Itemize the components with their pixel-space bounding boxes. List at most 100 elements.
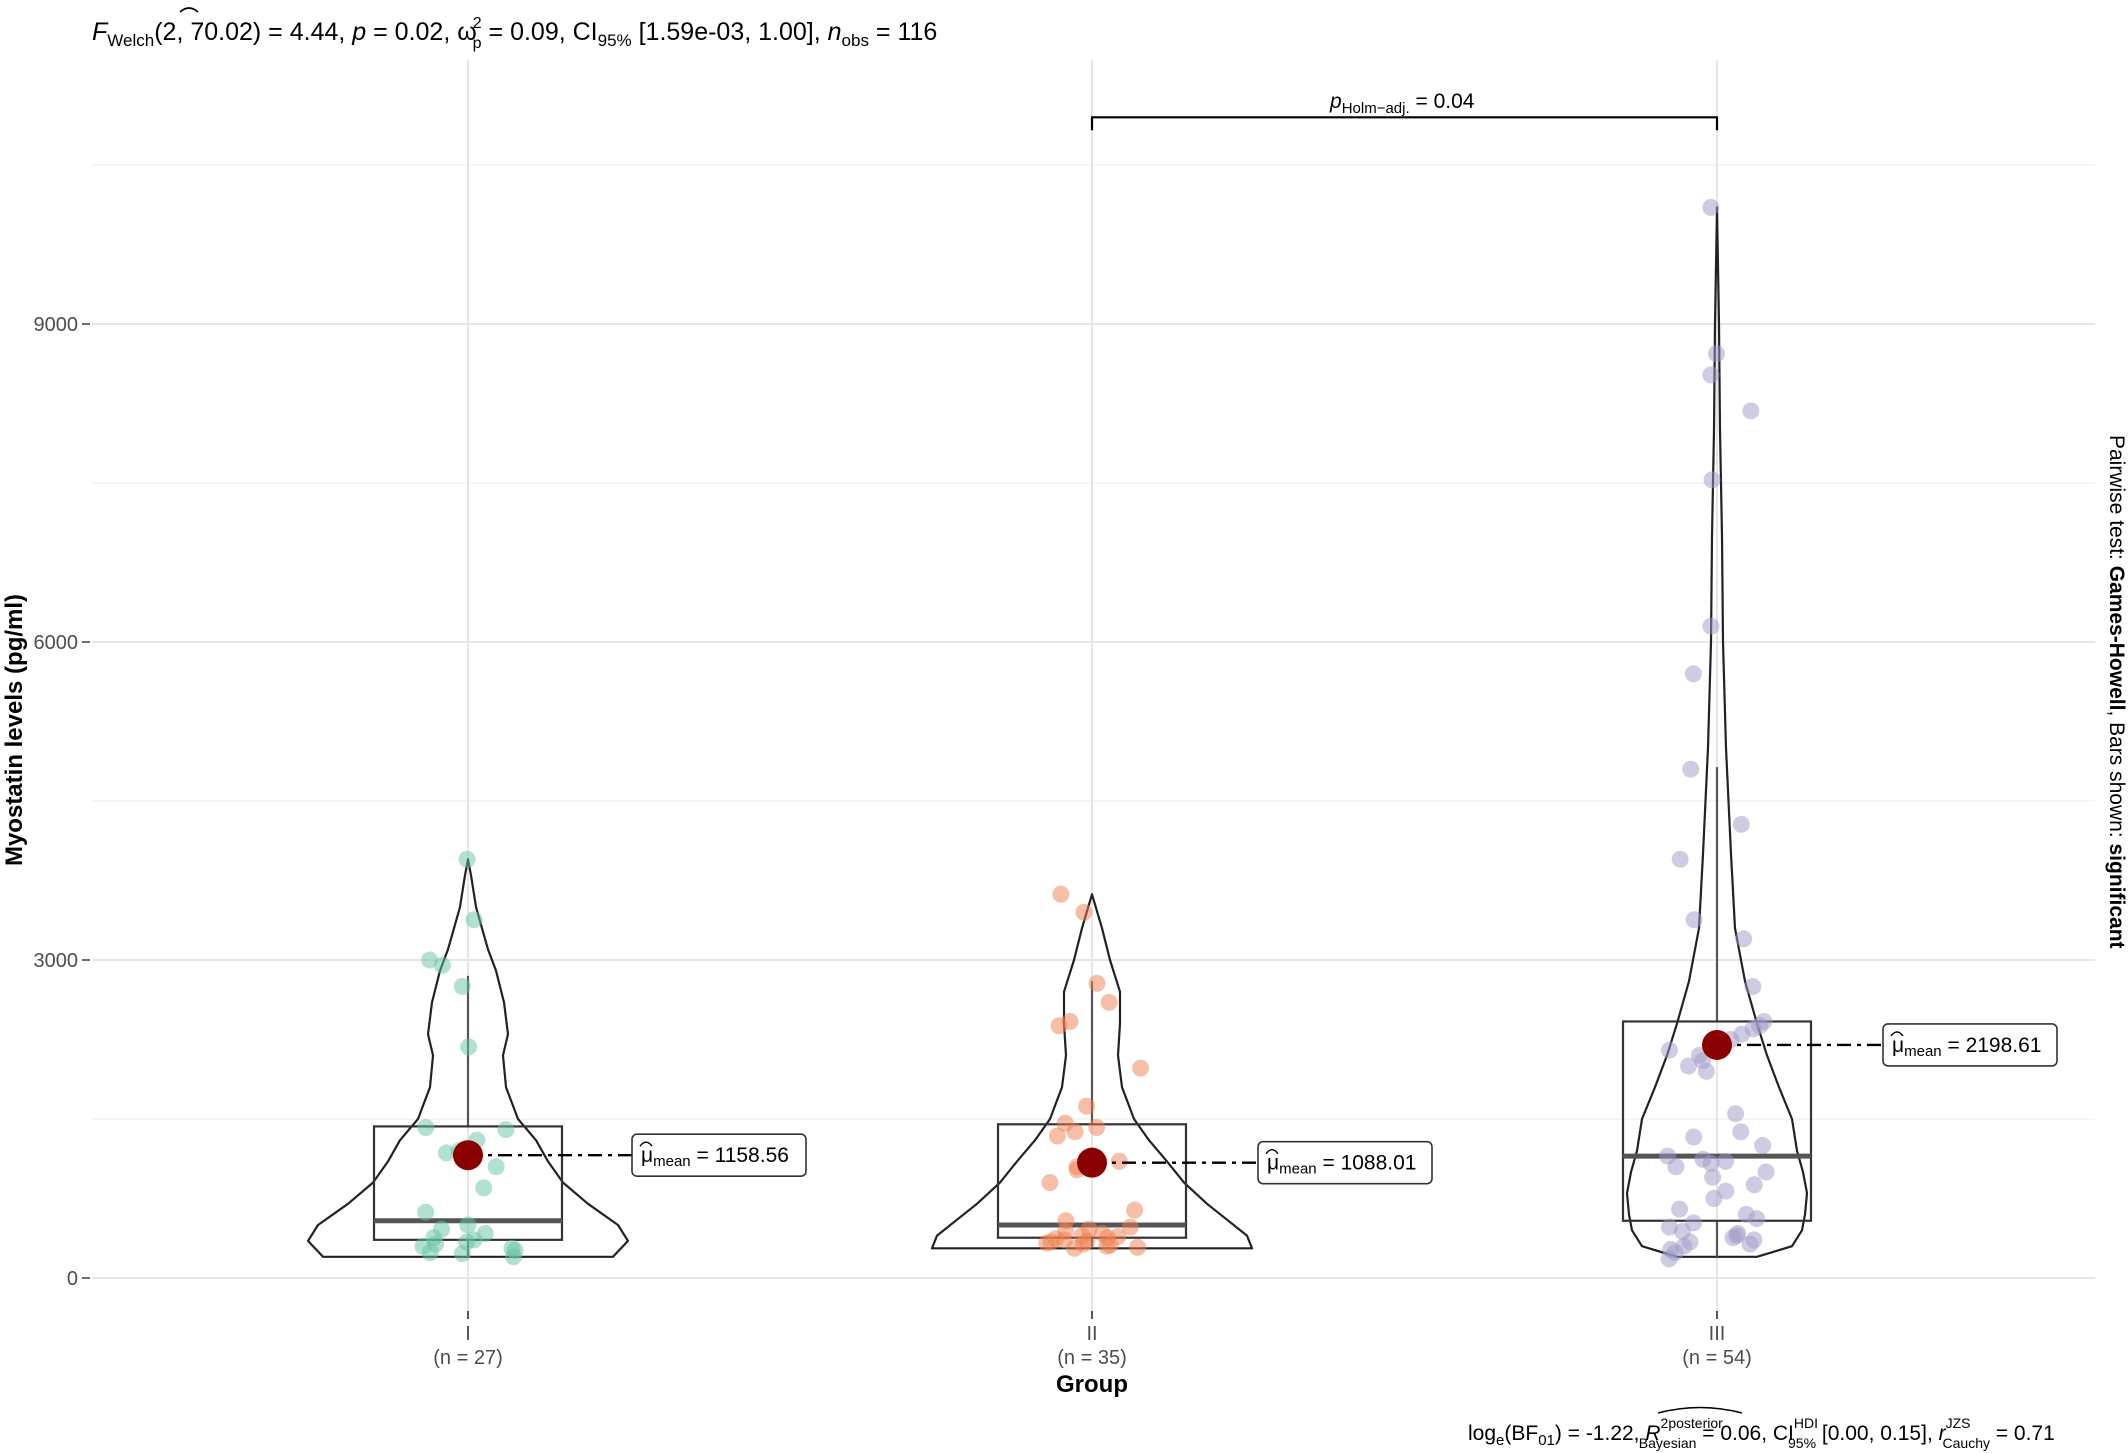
y-tick-label: 6000 [34,632,79,654]
mean-point [453,1140,483,1171]
data-point [437,1144,455,1162]
data-point [1088,974,1106,992]
data-point [1048,1127,1066,1145]
data-point [1745,1176,1763,1194]
chart-title: FWelch(2, 70.02) = 4.44, p = 0.02, ω2 p =… [92,15,937,52]
pairwise-bracket [1090,116,1719,131]
data-point [1110,1152,1128,1170]
data-point [1684,665,1702,683]
data-point [1744,978,1762,995]
y-axis-title: Myostatin levels (pg/ml) [1,594,28,866]
data-point [1680,1057,1698,1075]
data-point [1100,993,1118,1011]
data-point [1066,1123,1084,1141]
x-tick-label: I [465,1323,471,1345]
data-point [1050,1017,1068,1035]
data-point [1735,930,1753,948]
y-tick-label: 3000 [34,950,79,972]
data-point [1682,760,1700,778]
mean-label-box [1257,1140,1433,1185]
data-point [1741,1235,1759,1253]
mean-label-box [631,1133,807,1177]
pairwise-subtitle: Pairwise test: Games-Howell, Bars shown:… [2105,435,2128,949]
violin-II [930,893,1254,1250]
y-tick-label: 9000 [34,314,79,336]
data-point [1727,1105,1745,1123]
data-point [1724,1229,1742,1247]
data-point [1732,815,1750,833]
data-point [475,1179,493,1197]
mean-point [1077,1147,1107,1178]
data-point [1671,850,1689,868]
data-point [433,956,451,974]
r2-hat [1657,1406,1743,1414]
x-axis: I(n = 27) II(n = 35) III (n = 54) [433,1311,1752,1369]
x-tick-n-label: (n = 35) [1057,1347,1126,1369]
data-point [417,1203,435,1221]
data-point [1697,1062,1715,1080]
data-point [465,911,483,929]
box-III [1621,1020,1813,1222]
mean-label-text: μmean = 2198.61 [1892,1034,2041,1060]
data-point [417,1118,435,1136]
data-point [1660,1218,1678,1236]
y-tick-label: 0 [67,1268,78,1290]
data-point [1129,1238,1147,1256]
mean-label: μmean = 1088.01 [1257,1140,1433,1185]
mean-label-text: μmean = 1158.56 [641,1144,789,1170]
data-point [453,978,471,995]
data-point [1660,1250,1678,1268]
data-point [1126,1201,1144,1219]
x-tick-label: III [1709,1323,1726,1345]
data-point [1667,1158,1685,1176]
data-point [1038,1234,1056,1252]
mean-label-box [1882,1023,2058,1067]
data-point [1685,1128,1703,1146]
violin-III [1625,206,1809,1258]
data-point [1757,1163,1775,1181]
data-point [1052,885,1070,903]
data-point [505,1248,523,1266]
data-point [1704,1168,1722,1186]
data-point [1132,1059,1150,1077]
data-point [1717,1152,1735,1170]
data-point [1708,345,1726,363]
data-point [487,1158,505,1176]
data-point [1121,1218,1139,1236]
data-point [1098,1237,1116,1255]
data-point [460,1038,478,1056]
data-point [497,1121,515,1139]
x-tick-n-label: (n = 27) [433,1347,502,1369]
data-point [1088,1118,1106,1136]
data-point [1748,1210,1766,1228]
x-tick-n-label: (n = 54) [1682,1347,1751,1369]
violins [306,206,1809,1258]
mu-hat [1265,1148,1279,1155]
data-point [1685,911,1703,929]
pairwise-bar [1090,116,1719,131]
mean-label: μmean = 1158.56 [631,1133,807,1177]
data-point [1078,1097,1096,1115]
data-points [414,198,1775,1268]
data-point [1702,617,1720,635]
mean-label-text: μmean = 1088.01 [1267,1152,1416,1178]
data-point [1742,402,1760,420]
data-point [1041,1174,1059,1192]
mean-point [1702,1029,1732,1060]
bayes-caption: loge(BF01) = -1.22, R2posterior Bayesian … [1468,1415,2055,1451]
mu-hat [1890,1031,1904,1037]
data-point [1703,471,1721,489]
data-point [1702,366,1720,384]
omega-hat [179,7,199,13]
data-point [1732,1123,1750,1141]
means: μmean = 1158.56 μmean = 1088.01 μmean = 21… [453,1023,2058,1185]
pairwise-label: pHolm−adj. = 0.04 [1329,90,1475,117]
data-point [1660,1041,1678,1059]
data-point [453,1245,471,1263]
data-point [1065,1239,1083,1257]
data-point [1754,1137,1772,1154]
mu-hat [639,1141,653,1147]
x-axis-title: Group [1056,1371,1128,1398]
data-point [459,1216,477,1234]
